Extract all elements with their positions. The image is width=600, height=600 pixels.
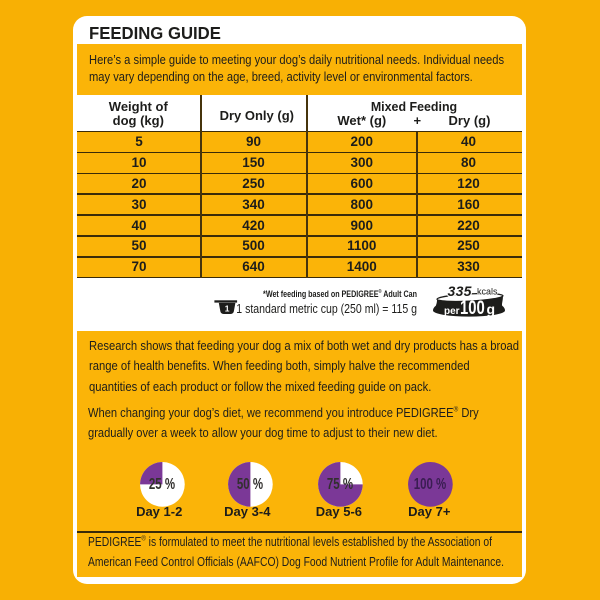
svg-text:g: g bbox=[487, 301, 496, 317]
svg-text:1: 1 bbox=[225, 303, 230, 313]
svg-text:kcals: kcals bbox=[477, 287, 498, 297]
svg-text:100: 100 bbox=[460, 297, 485, 318]
svg-text:335: 335 bbox=[448, 283, 472, 299]
svg-text:per: per bbox=[444, 306, 460, 317]
